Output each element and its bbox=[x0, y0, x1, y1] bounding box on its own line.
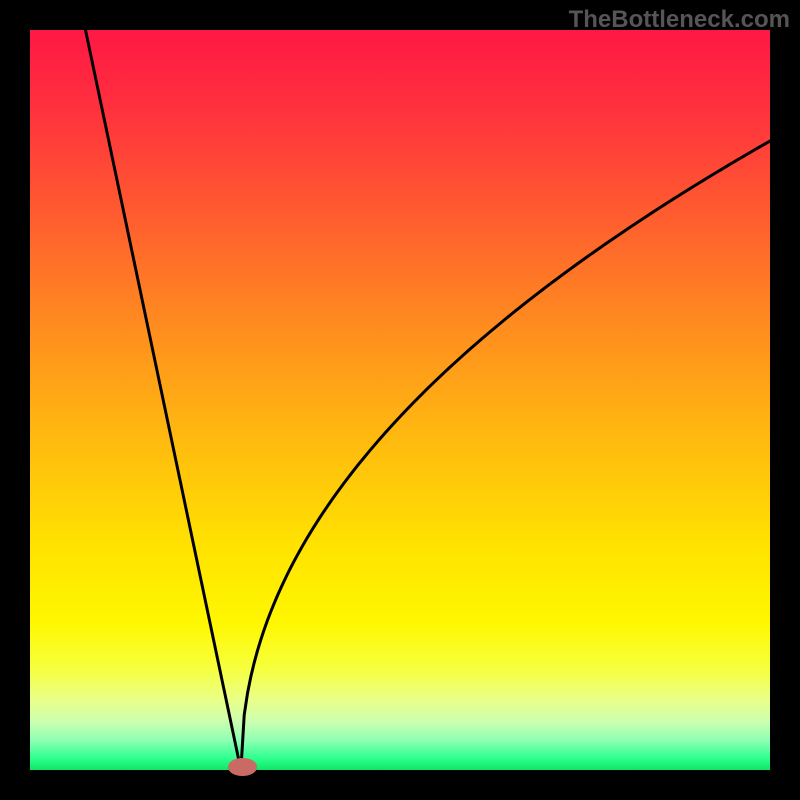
plot-area bbox=[30, 30, 770, 770]
chart-root: TheBottleneck.com bbox=[0, 0, 800, 800]
bottleneck-curve bbox=[30, 30, 770, 770]
optimal-marker bbox=[228, 758, 258, 776]
watermark-text: TheBottleneck.com bbox=[569, 6, 790, 34]
